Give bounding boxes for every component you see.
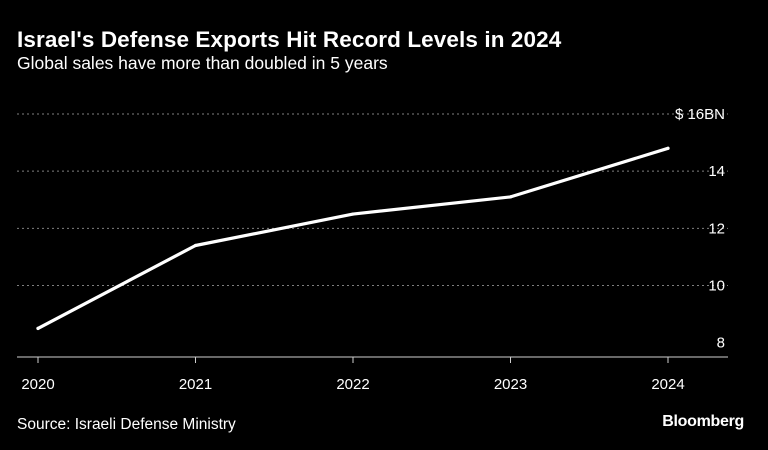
x-tick-label: 2022 (336, 376, 369, 393)
x-tick-label: 2024 (651, 376, 684, 393)
series-layer (36, 146, 670, 331)
x-tick-label: 2021 (179, 376, 212, 393)
data-point (508, 195, 513, 199)
x-tick-label: 2023 (494, 376, 527, 393)
data-point (36, 326, 40, 331)
chart-subtitle: Global sales have more than doubled in 5… (17, 53, 388, 73)
x-tick-label: 2020 (21, 376, 54, 393)
source-note: Source: Israeli Defense Ministry (17, 416, 236, 433)
y-tick-label: 8 (717, 335, 725, 352)
y-tick-label: 12 (708, 220, 725, 237)
y-tick-label: $ 16BN (675, 106, 725, 123)
y-tick-label: 10 (708, 278, 725, 295)
bloomberg-logo: Bloomberg (662, 413, 744, 430)
data-point (351, 212, 355, 216)
x-axis (17, 356, 728, 363)
x-axis-labels: 2020 2021 2022 2023 2024 (21, 376, 684, 393)
data-point (193, 243, 198, 248)
y-axis: 8 10 12 14 $ 16BN (675, 106, 725, 352)
series-line (36, 146, 670, 331)
gridlines (17, 113, 728, 287)
chart-title: Israel's Defense Exports Hit Record Leve… (17, 27, 562, 52)
data-point (666, 146, 670, 150)
y-tick-label: 14 (708, 163, 725, 180)
